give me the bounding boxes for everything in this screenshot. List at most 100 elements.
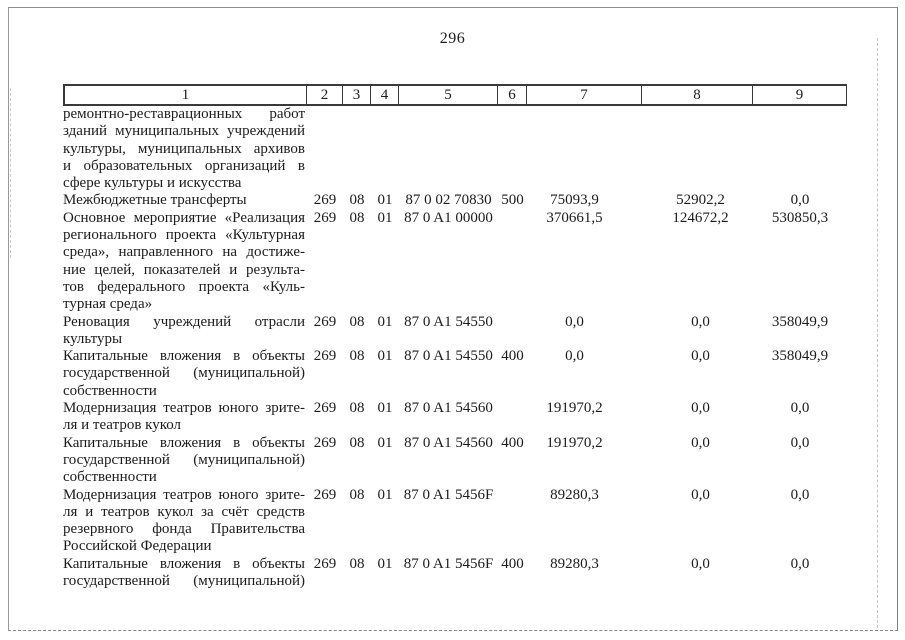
amount-col9-cell: 0,0 [790, 192, 810, 209]
csr-code-cell: 87 0 A1 5456F [403, 555, 494, 572]
razdel-code-cell: 08 [349, 555, 365, 572]
amount-col7-cell: 370661,5 [546, 209, 603, 226]
grbs-code-cell: 269 [313, 313, 337, 330]
row-name-cell: Капитальные вложения в объекты государств… [63, 348, 307, 400]
row-name-line: регионального проекта «Культурная [63, 227, 305, 244]
grbs-code-cell: 269 [313, 400, 337, 417]
row-name-line: государственной (муниципальной) [63, 573, 305, 590]
row-name-line: и образовательных организаций в [63, 157, 305, 174]
amount-col8-cell [642, 106, 753, 192]
vr-code-cell: 400 [501, 348, 524, 365]
podrazdel-code-cell: 01 [377, 434, 393, 451]
row-name-line: государственной (муниципальной) [63, 451, 305, 468]
row-name-line: Межбюджетные трансферты [63, 192, 247, 209]
amount-col9-cell: 0,0 [790, 555, 810, 572]
row-name-line: культуры [63, 330, 123, 347]
amount-col7-cell: 191970,2 [546, 434, 603, 451]
amount-col9-cell: 358049,9 [771, 313, 829, 330]
razdel-code-cell: 08 [349, 400, 365, 417]
grbs-code-cell: 269 [313, 555, 337, 572]
row-name-line: сфере культуры и искусства [63, 175, 242, 192]
amount-col8-cell: 0,0 [691, 348, 710, 365]
amount-col9-cell: 530850,3 [771, 209, 829, 226]
row-name-cell: Модернизация театров юного зрите-ля и те… [63, 487, 307, 556]
razdel-code-cell: 08 [349, 192, 365, 209]
razdel-code-cell [343, 106, 371, 192]
amount-col8-cell: 0,0 [691, 434, 710, 451]
amount-col7-cell: 89280,3 [550, 486, 599, 503]
vr-code-cell [498, 106, 527, 192]
table-row: Модернизация театров юного зрите-ля и те… [63, 487, 847, 556]
razdel-code-cell: 08 [349, 486, 365, 503]
amount-col9-cell: 0,0 [790, 486, 810, 503]
podrazdel-code-cell: 01 [377, 192, 393, 209]
row-name-line: Российской Федерации [63, 538, 212, 555]
podrazdel-code-cell: 01 [377, 555, 393, 572]
table-row: Капитальные вложения в объекты государств… [63, 348, 847, 400]
table-row: Модернизация театров юного зрите-ля и те… [63, 400, 847, 435]
amount-col9-cell: 0,0 [790, 434, 810, 451]
amount-col8-cell: 0,0 [691, 555, 710, 572]
header-col-8: 8 [642, 84, 753, 106]
grbs-code-cell: 269 [313, 486, 337, 503]
amount-col9-cell: 358049,9 [771, 348, 829, 365]
row-name-line: Модернизация театров юного зрите- [63, 486, 305, 503]
table-row: Основное мероприятие «Реализация регионал… [63, 210, 847, 314]
row-name-cell: Межбюджетные трансферты [63, 192, 307, 209]
row-name-line: турная среда» [63, 296, 153, 313]
amount-col9-cell: 0,0 [790, 400, 810, 417]
podrazdel-code-cell: 01 [377, 400, 393, 417]
row-name-line: Реновация учреждений отрасли [63, 313, 305, 330]
row-name-cell: Модернизация театров юного зрите-ля и те… [63, 400, 307, 435]
amount-col7-cell [527, 106, 642, 192]
row-name-line: Капитальные вложения в объекты [63, 348, 305, 365]
header-col-1: 1 [63, 84, 307, 106]
amount-col9-cell [753, 106, 847, 192]
row-name-line: собственности [63, 469, 157, 486]
csr-code-cell [399, 106, 498, 192]
razdel-code-cell: 08 [349, 348, 365, 365]
row-name-line: ремонтно-реставрационных работ [63, 106, 305, 122]
header-col-4: 4 [371, 84, 399, 106]
amount-col8-cell: 0,0 [691, 400, 710, 417]
row-name-line: среда», направленного на достиже- [63, 244, 305, 261]
vr-code-cell: 500 [501, 192, 524, 209]
header-col-2: 2 [307, 84, 343, 106]
row-name-line: собственности [63, 382, 157, 399]
row-name-line: Капитальные вложения в объекты [63, 434, 305, 451]
table-body: ремонтно-реставрационных работ зданий мун… [63, 106, 847, 590]
grbs-code-cell: 269 [313, 209, 337, 226]
amount-col7-cell: 89280,3 [550, 555, 599, 572]
razdel-code-cell: 08 [349, 313, 365, 330]
vr-code-cell: 400 [501, 555, 524, 572]
row-name-line: культуры, муниципальных архивов [63, 140, 305, 157]
amount-col7-cell: 191970,2 [546, 400, 603, 417]
csr-code-cell: 87 0 A1 54550 [404, 313, 493, 330]
razdel-code-cell: 08 [349, 209, 365, 226]
amount-col8-cell: 52902,2 [676, 192, 725, 209]
row-name-line: Капитальные вложения в объекты [63, 555, 305, 572]
row-name-line: ля и театров кукол за счёт средств [63, 503, 305, 520]
podrazdel-code-cell: 01 [377, 313, 393, 330]
csr-code-cell: 87 0 A1 54550 [404, 348, 493, 365]
row-name-line: ля и театров кукол [63, 417, 182, 434]
table-row: Реновация учреждений отрасли культуры 269 0… [63, 314, 847, 349]
row-name-line: ние целей, показателей и результа- [63, 261, 305, 278]
vr-code-cell [498, 400, 527, 435]
row-name-cell: Капитальные вложения в объекты государств… [63, 435, 307, 487]
podrazdel-code-cell: 01 [377, 209, 393, 226]
vr-code-cell: 400 [501, 434, 524, 451]
csr-code-cell: 87 0 02 70830 [405, 192, 492, 209]
grbs-code-cell: 269 [313, 192, 337, 209]
csr-code-cell: 87 0 A1 54560 [404, 434, 493, 451]
scan-page-edge-line [877, 38, 878, 628]
row-name-cell: Реновация учреждений отрасли культуры [63, 314, 307, 349]
razdel-code-cell: 08 [349, 434, 365, 451]
podrazdel-code-cell: 01 [377, 348, 393, 365]
header-col-5: 5 [399, 84, 498, 106]
amount-col8-cell: 0,0 [691, 486, 710, 503]
header-col-6: 6 [498, 84, 527, 106]
